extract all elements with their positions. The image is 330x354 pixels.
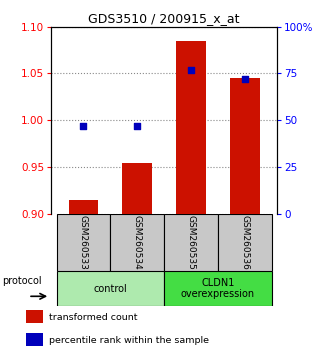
Bar [56, 214, 110, 271]
Title: GDS3510 / 200915_x_at: GDS3510 / 200915_x_at [88, 12, 240, 25]
Point [242, 76, 248, 82]
Text: GSM260534: GSM260534 [133, 215, 142, 270]
Bar [56, 271, 164, 306]
Bar [26, 310, 43, 323]
Text: GSM260535: GSM260535 [186, 215, 196, 270]
Text: protocol: protocol [3, 276, 42, 286]
Text: control: control [93, 284, 127, 293]
Bar [26, 333, 43, 346]
Bar [164, 271, 272, 306]
Bar [69, 200, 98, 214]
Bar [122, 162, 152, 214]
Bar [164, 214, 218, 271]
Point [81, 123, 86, 129]
Bar [218, 214, 272, 271]
Text: GSM260536: GSM260536 [241, 215, 249, 270]
Bar [230, 78, 260, 214]
Text: CLDN1
overexpression: CLDN1 overexpression [181, 278, 255, 299]
Text: transformed count: transformed count [49, 313, 138, 322]
Bar [176, 41, 206, 214]
Point [135, 123, 140, 129]
Bar [110, 214, 164, 271]
Point [188, 67, 194, 73]
Text: GSM260533: GSM260533 [79, 215, 88, 270]
Text: percentile rank within the sample: percentile rank within the sample [49, 336, 209, 345]
